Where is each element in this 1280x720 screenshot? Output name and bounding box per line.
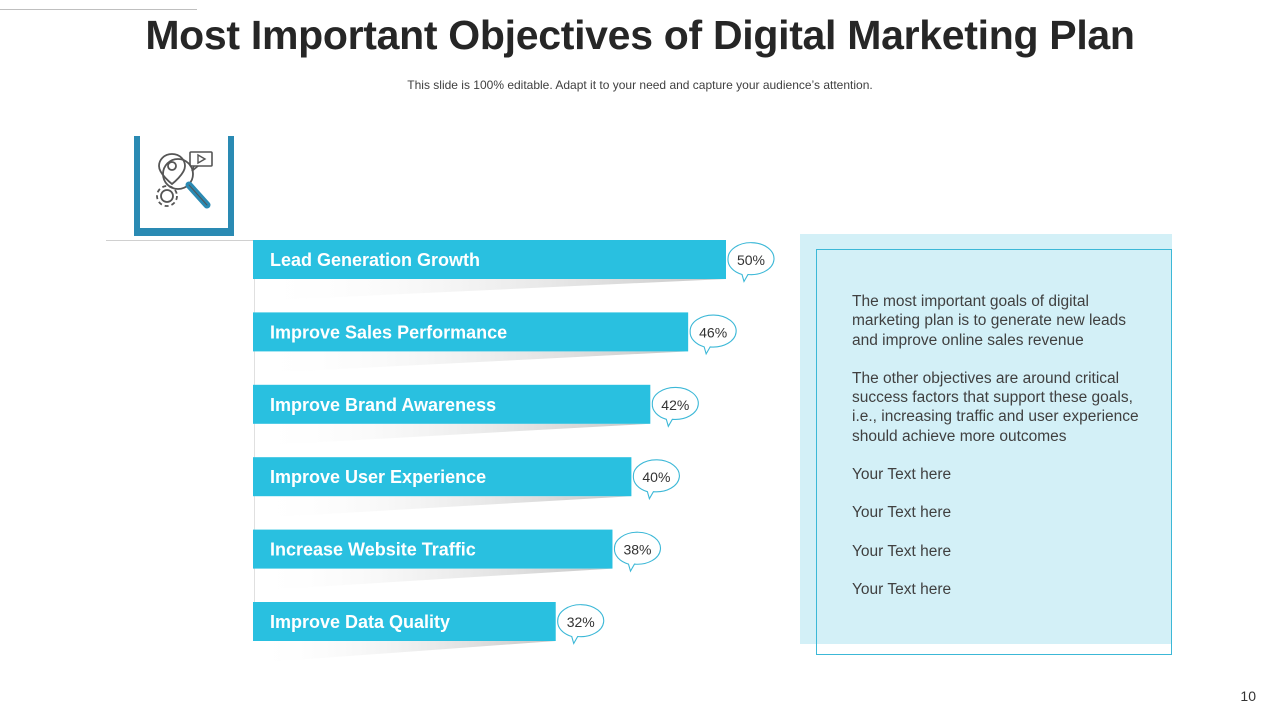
bar-6 — [253, 602, 556, 641]
value-bubble-6 — [557, 604, 605, 645]
value-bubble-4 — [632, 459, 680, 501]
value-label-1: 50% — [737, 252, 765, 268]
panel-paragraph-3: Your Text here — [852, 466, 952, 484]
description-panel: The most important goals of digital mark… — [816, 249, 1172, 655]
bar-5 — [253, 529, 613, 569]
value-label-5: 38% — [623, 542, 651, 558]
bar-1 — [253, 240, 726, 279]
panel-paragraph-1: The most important goals of digital mark… — [852, 293, 1126, 349]
bar-2 — [253, 312, 689, 352]
bar-shadow — [253, 279, 726, 301]
divider-horizontal — [106, 240, 256, 241]
value-label-3: 42% — [661, 397, 689, 413]
bar-label-3: Improve Brand Awareness — [270, 395, 496, 415]
bar-label-2: Improve Sales Performance — [270, 322, 507, 342]
page-title: Most Important Objectives of Digital Mar… — [145, 12, 1135, 58]
bar-label-4: Improve User Experience — [270, 467, 486, 487]
bar-label-1: Lead Generation Growth — [270, 250, 480, 270]
panel-paragraph-4: Your Text here — [852, 504, 952, 522]
bar-label-5: Increase Website Traffic — [270, 540, 476, 560]
objectives-bar-chart: Lead Generation Growth 50% Improve Sales P… — [253, 240, 775, 663]
top-divider — [0, 9, 197, 10]
panel-background — [800, 234, 1172, 644]
bar-4 — [253, 457, 632, 497]
page-number: 10 — [1240, 688, 1256, 704]
bar-3 — [253, 384, 651, 424]
bar-shadow — [253, 496, 632, 519]
value-label-6: 32% — [567, 614, 595, 630]
icon-frame — [134, 136, 234, 236]
page-subtitle: This slide is 100% editable. Adapt it to… — [407, 78, 873, 92]
bar-shadow — [253, 568, 613, 591]
panel-paragraph-2: The other objectives are around critical… — [852, 369, 1139, 445]
value-label-2: 46% — [699, 324, 727, 340]
value-bubble-2 — [689, 314, 737, 356]
panel-paragraph-5: Your Text here — [852, 542, 952, 560]
icon-box — [134, 136, 234, 236]
bar-shadow — [253, 351, 689, 374]
value-label-4: 40% — [642, 469, 670, 485]
panel-paragraph-6: Your Text here — [852, 580, 952, 598]
search-marketing-icon — [156, 151, 213, 209]
bar-label-6: Improve Data Quality — [270, 612, 450, 632]
value-bubble-3 — [651, 386, 699, 428]
bar-shadow — [253, 641, 556, 663]
value-bubble-5 — [613, 531, 662, 573]
bar-shadow — [253, 423, 651, 446]
value-bubble-1 — [727, 242, 775, 283]
